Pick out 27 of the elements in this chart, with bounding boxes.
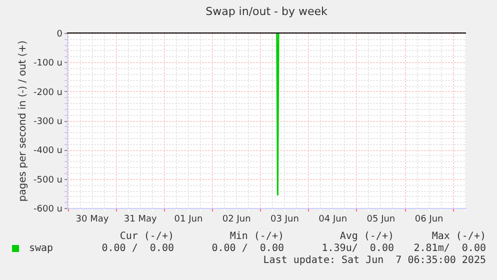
text: Cur (-/+) xyxy=(118,231,174,242)
text: 0.00 / 0.00 xyxy=(210,243,284,254)
text: 1.39u/ 0.00 xyxy=(320,243,394,254)
text: Avg (-/+) xyxy=(338,231,394,242)
x-tick-label: 04 Jun xyxy=(318,214,348,224)
y-tick-label: -500 u xyxy=(34,175,62,186)
x-tick-label: 06 Jun xyxy=(414,214,444,224)
text: Min (-/+) xyxy=(228,231,284,242)
x-tick-label: 05 Jun xyxy=(366,214,396,224)
y-tick-label: -100 u xyxy=(34,58,62,69)
y-axis-title: pages per second in (-) / out (+) xyxy=(18,40,29,202)
chart-title: Swap in/out - by week xyxy=(206,5,328,18)
y-tick-label: -200 u xyxy=(34,88,62,98)
x-tick-label: 01 Jun xyxy=(174,214,203,224)
y-tick-label: -600 u xyxy=(34,204,62,214)
legend-label: swap xyxy=(28,243,54,254)
x-tick-label: 02 Jun xyxy=(222,214,251,224)
y-tick-label: -300 u xyxy=(34,117,62,127)
x-tick-label: 03 Jun xyxy=(270,214,299,224)
x-tick-label: 31 May xyxy=(124,214,158,224)
y-tick-label: -400 u xyxy=(34,146,62,156)
y-tick-label: 0 xyxy=(56,30,63,40)
text: Last update: Sat Jun 7 06:35:00 2025 xyxy=(262,255,486,266)
text: Max (-/+) xyxy=(430,231,486,242)
text: 0.00 / 0.00 xyxy=(100,243,174,254)
x-tick-label: 30 May xyxy=(76,214,110,224)
text: 2.81m/ 0.00 xyxy=(412,243,486,254)
